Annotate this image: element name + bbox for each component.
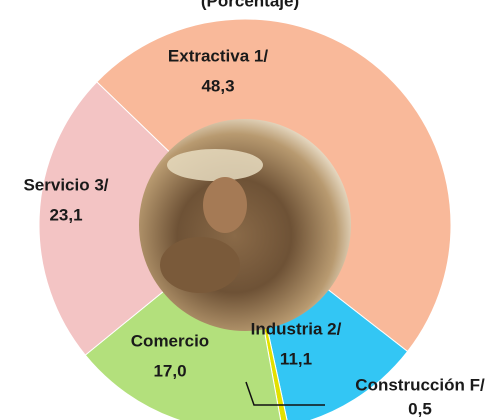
center-photo [139, 119, 351, 331]
value-label: 23,1 [49, 205, 82, 224]
value-label: 0,5 [408, 399, 432, 418]
slice-label: Servicio 3/ [23, 175, 108, 194]
value-label: 17,0 [153, 361, 186, 380]
slice-label: Extractiva 1/ [168, 46, 268, 65]
photo-face [203, 177, 247, 233]
slice-label: Construcción F/ [355, 375, 485, 394]
photo-ground [160, 237, 240, 293]
chart-title: (Porcentaje) [201, 0, 299, 10]
slice-label: Comercio [131, 331, 209, 350]
value-label: 48,3 [201, 76, 234, 95]
value-label: 11,1 [280, 349, 312, 368]
chart: (Porcentaje) Extractiva 1/48,3 Industria … [0, 0, 500, 420]
photo-hat [167, 149, 263, 181]
slice-label: Industria 2/ [251, 319, 342, 338]
